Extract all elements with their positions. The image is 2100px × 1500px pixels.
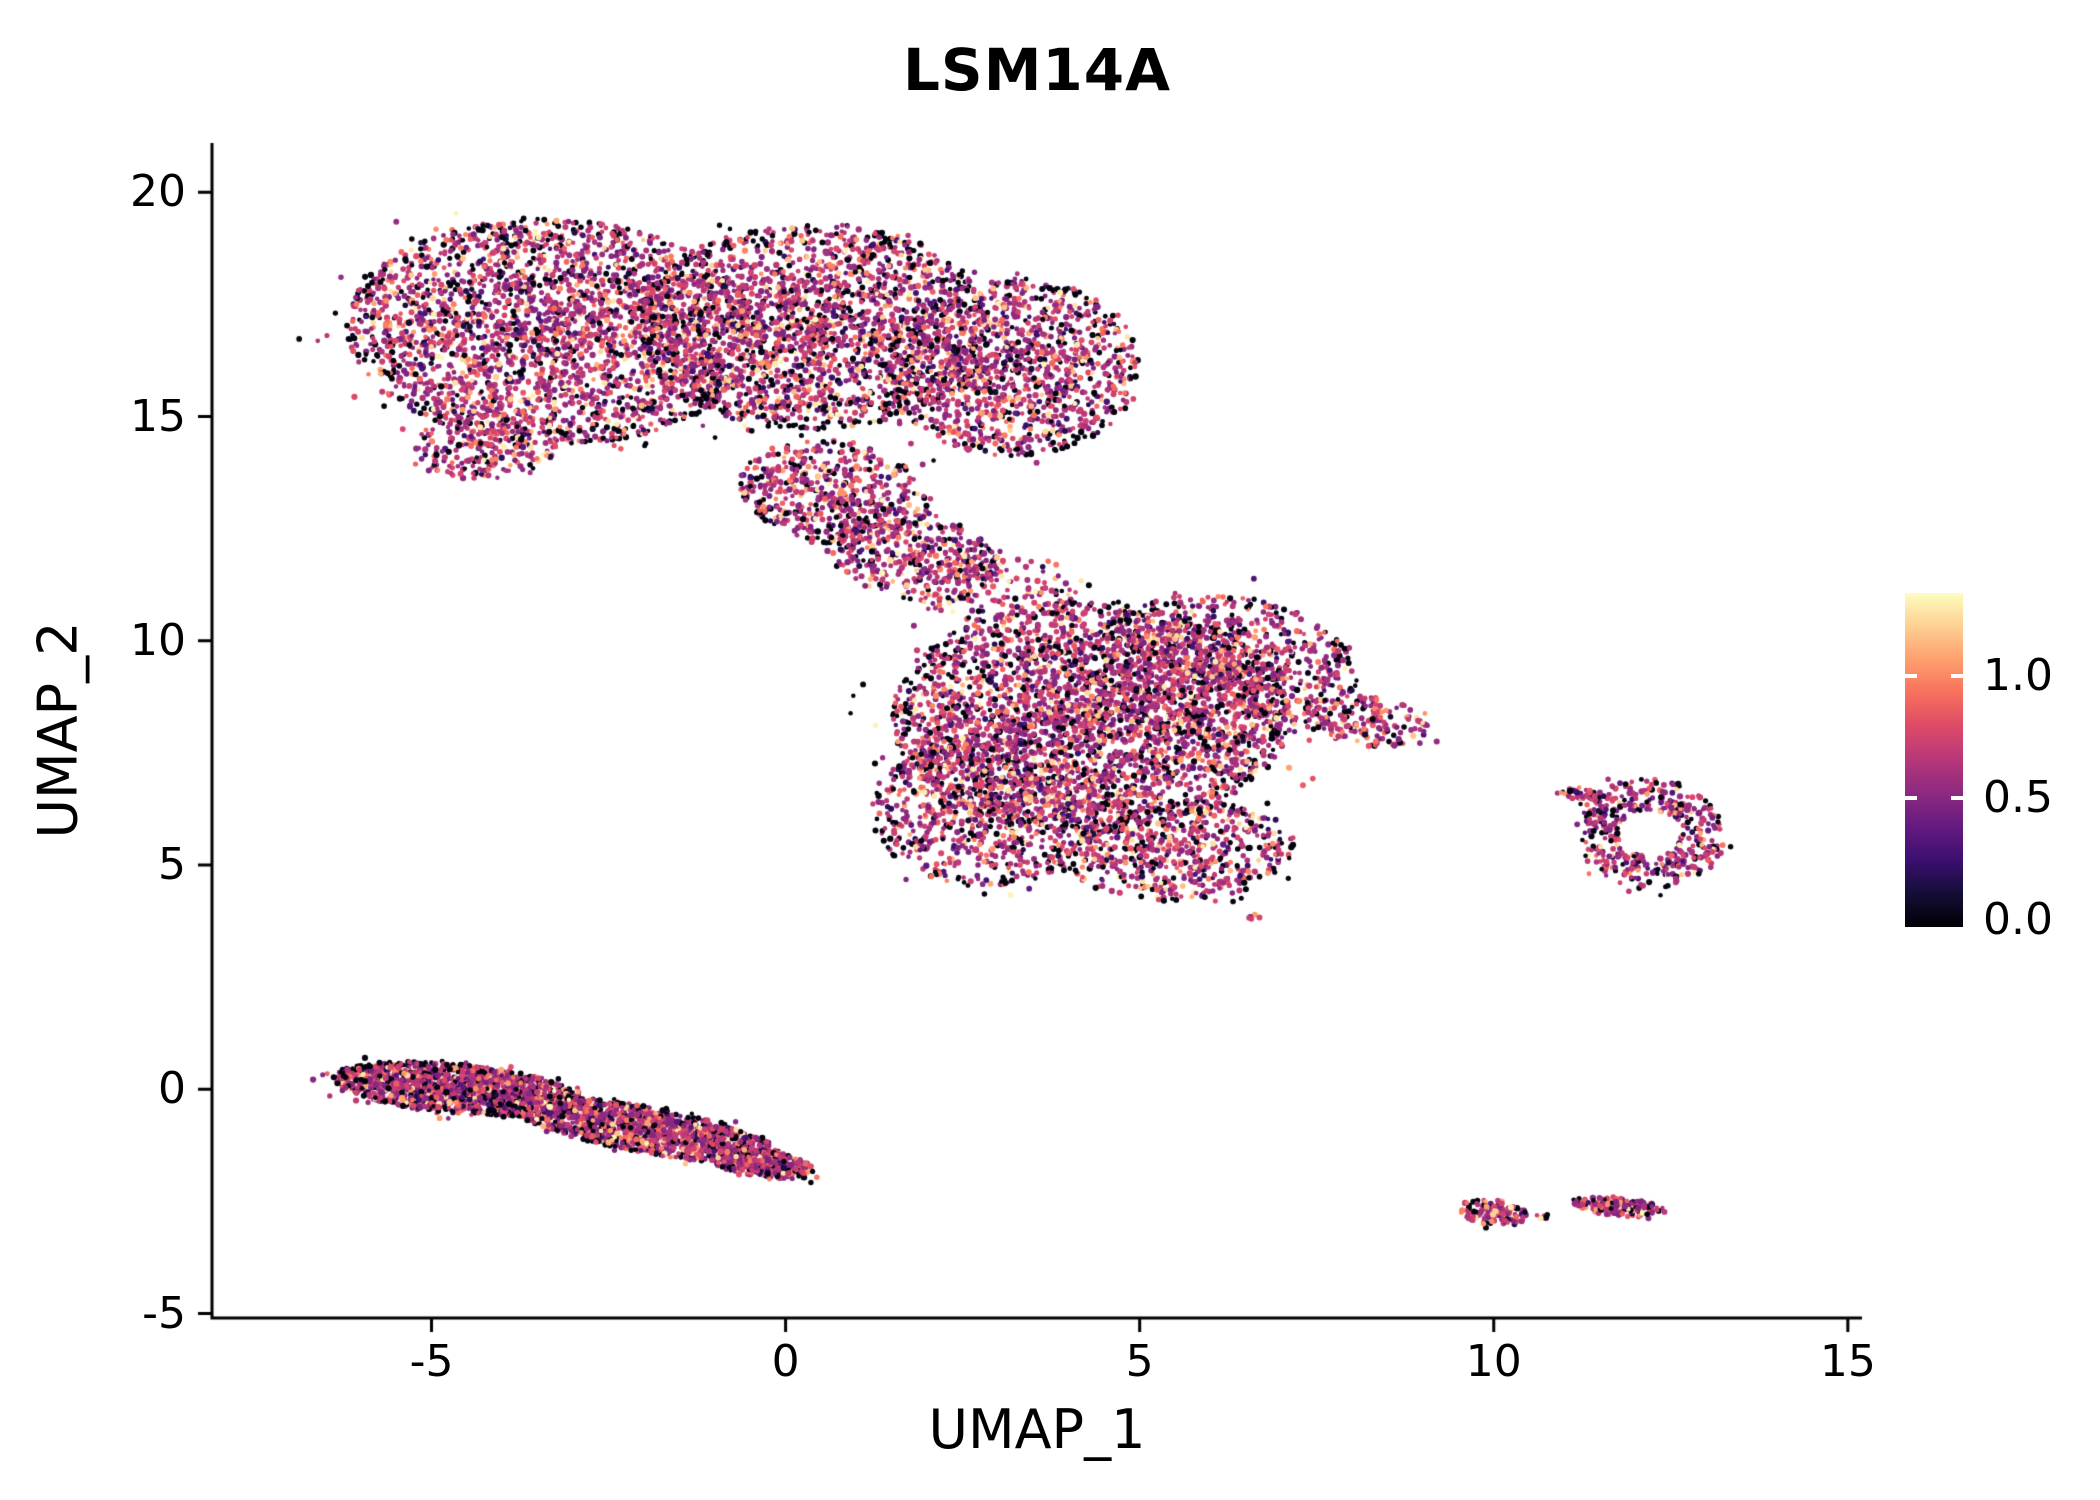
y-tick-label: 15 [130, 390, 186, 442]
x-axis-label: UMAP_1 [928, 1398, 1146, 1461]
colorbar-tick-mark [1905, 673, 1917, 678]
x-tick-label: 0 [771, 1336, 800, 1387]
y-tick-label: 5 [158, 839, 186, 891]
y-tick-label: -5 [142, 1287, 186, 1339]
y-tick-label: 10 [130, 614, 186, 666]
x-tick-label: 15 [1819, 1336, 1876, 1387]
colorbar-gradient [1905, 593, 1963, 927]
colorbar-tick-mark [1905, 795, 1917, 800]
y-tick-label: 20 [130, 166, 186, 218]
colorbar-tick-mark [1951, 673, 1963, 678]
x-tick-label: -5 [409, 1336, 454, 1387]
colorbar: 0.0 0.5 1.0 [1905, 593, 2053, 945]
y-tick-label: 0 [158, 1063, 186, 1115]
x-tick-label: 5 [1125, 1336, 1154, 1387]
colorbar-tick-label: 0.0 [1983, 893, 2053, 945]
x-tick-label: 10 [1465, 1336, 1522, 1387]
chart-title: LSM14A [902, 36, 1172, 104]
colorbar-tick-label: 1.0 [1983, 649, 2053, 701]
colorbar-tick-label: 0.5 [1983, 771, 2053, 823]
colorbar-tick-mark [1951, 795, 1963, 800]
